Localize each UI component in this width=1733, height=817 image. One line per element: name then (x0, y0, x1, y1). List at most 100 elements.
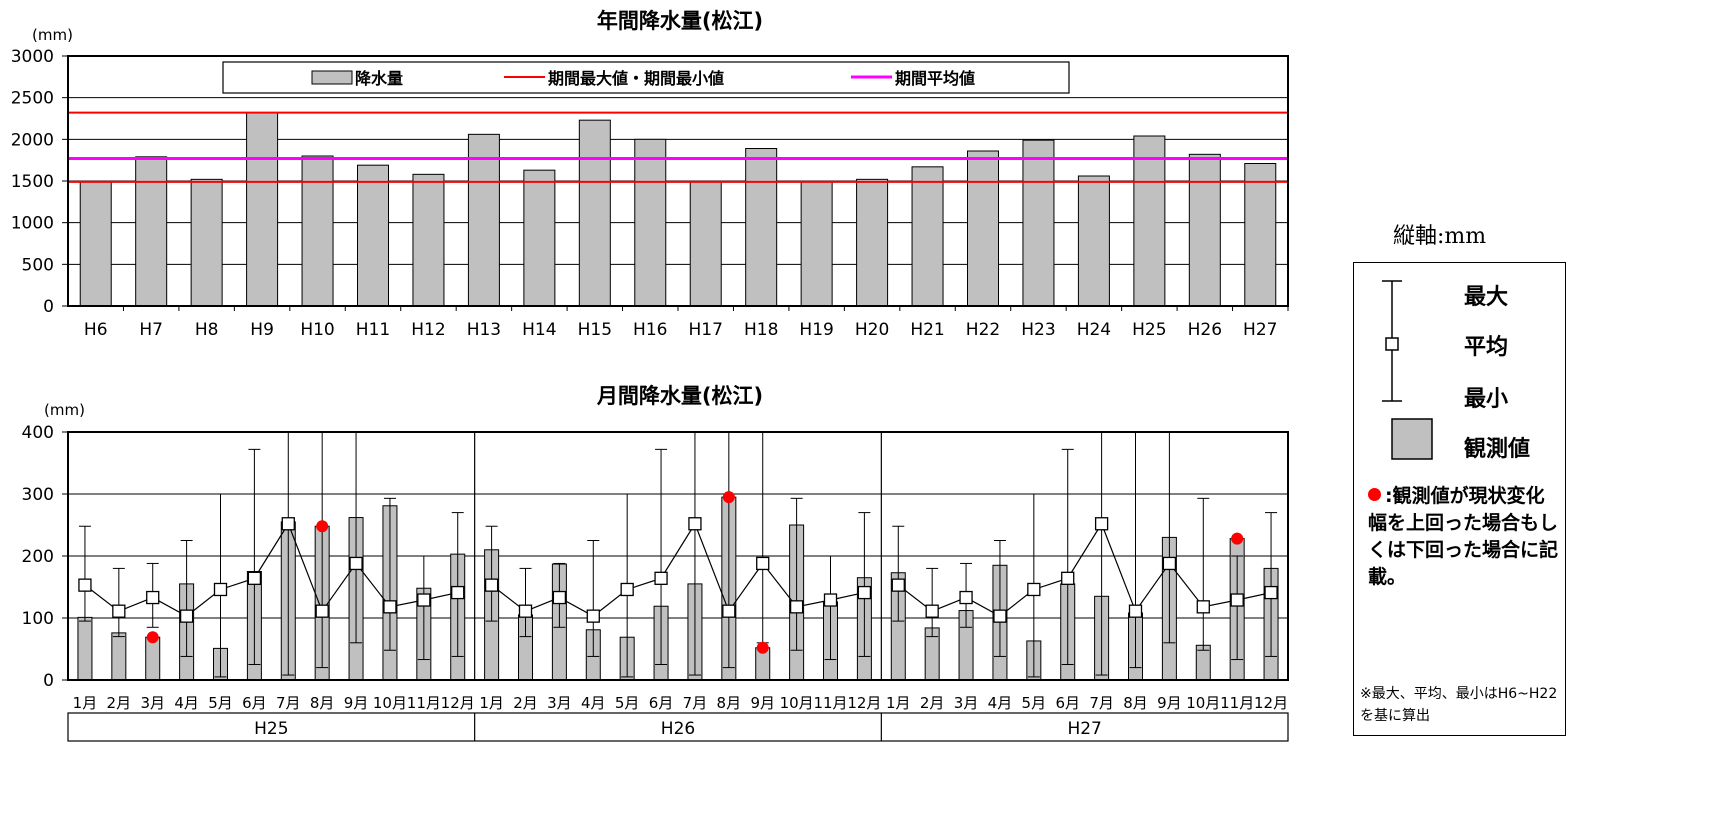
monthly-highlight-dot (1231, 532, 1244, 545)
annual-xtick-label: H9 (250, 320, 274, 340)
monthly-xtick-label: 8月 (717, 694, 742, 712)
monthly-group-label: H26 (661, 719, 695, 739)
monthly-mean-marker (1027, 582, 1041, 597)
monthly-unit-label: (mm) (44, 401, 85, 419)
monthly-highlight-dot (316, 520, 329, 533)
legend-observed-swatch (1391, 418, 1433, 460)
monthly-group-box (67, 712, 1289, 742)
annual-xtick-label: H27 (1243, 320, 1277, 340)
monthly-mean-marker (857, 585, 872, 600)
annual-bar (1133, 135, 1166, 307)
monthly-bar (145, 636, 161, 681)
monthly-mean-marker (891, 578, 905, 592)
monthly-mean-marker (688, 517, 702, 531)
annual-legend: 降水量 期間最大値・期間最小値 期間平均値 (222, 61, 1070, 94)
monthly-xtick-label: 1月 (479, 694, 504, 712)
annual-unit-label: (mm) (32, 26, 73, 44)
annual-xtick-label: H22 (966, 320, 1000, 340)
annual-bar (79, 181, 112, 307)
annual-bar (1022, 139, 1055, 307)
monthly-xtick-label: 10月 (373, 694, 407, 712)
legend-dot-note: :観測値が現状変化幅を上回った場合もしくは下回った場合に記載。 (1368, 483, 1558, 591)
monthly-xtick-label: 7月 (683, 694, 708, 712)
monthly-xtick-label: 11月 (813, 694, 847, 712)
annual-xtick-label: H23 (1021, 320, 1055, 340)
annual-plot-frame (67, 55, 1289, 307)
monthly-mean-marker (417, 593, 431, 607)
legend-bar-swatch (311, 70, 353, 85)
annual-xtick-label: H24 (1077, 320, 1111, 340)
monthly-xtick-label: 2月 (513, 694, 538, 712)
monthly-xtick-label: 3月 (547, 694, 572, 712)
annual-xtick-label: H7 (139, 320, 163, 340)
monthly-mean-marker (247, 571, 262, 585)
legend-max-label: 最大 (1464, 285, 1509, 310)
monthly-xtick-label: 9月 (1157, 694, 1182, 712)
legend-axis-unit: 縦軸:mm (1393, 224, 1487, 249)
monthly-mean-marker (518, 604, 533, 618)
monthly-mean-marker (552, 590, 567, 605)
annual-bar (745, 148, 778, 307)
monthly-xtick-label: 12月 (441, 694, 475, 712)
legend-panel: 最大 平均 最小 観測値 :観測値が現状変化幅を上回った場合もしくは下回った場合… (1353, 262, 1566, 736)
monthly-mean-marker (179, 609, 194, 623)
monthly-mean-marker (722, 604, 736, 618)
red-dot-icon (1368, 488, 1381, 501)
monthly-xtick-label: 5月 (208, 694, 233, 712)
monthly-mean-marker (789, 600, 804, 614)
monthly-mean-line (84, 522, 458, 617)
legend-dot-note-text: :観測値が現状変化幅を上回った場合もしくは下回った場合に記載。 (1368, 485, 1559, 588)
annual-bar (412, 173, 445, 307)
annual-xtick-label: H6 (84, 320, 108, 340)
annual-bar (1188, 153, 1221, 307)
annual-ytick-label: 2500 (11, 89, 54, 109)
annual-bar (190, 178, 223, 307)
monthly-xtick-label: 8月 (1123, 694, 1148, 712)
monthly-mean-marker (315, 604, 329, 618)
monthly-mean-marker (1128, 604, 1143, 618)
monthly-mean-marker (112, 604, 126, 618)
annual-bar (967, 150, 999, 307)
monthly-xtick-label: 2月 (920, 694, 945, 712)
annual-xtick-label: H18 (744, 320, 778, 340)
monthly-highlight-dot (722, 491, 735, 504)
monthly-ytick-label: 300 (22, 485, 54, 505)
monthly-mean-marker (1162, 556, 1177, 571)
monthly-mean-marker (620, 582, 634, 597)
legend-errorbar-icon (1382, 280, 1402, 402)
annual-chart: 年間降水量(松江) (mm) 050010001500200025003000 … (11, 9, 1289, 340)
monthly-ytick-label: 200 (22, 547, 54, 567)
annual-ytick-label: 1000 (11, 214, 54, 234)
monthly-mean-marker (383, 600, 397, 614)
monthly-xtick-label: 1月 (886, 694, 911, 712)
monthly-group-label: H27 (1067, 719, 1101, 739)
legend-mean-label: 期間平均値 (895, 69, 975, 88)
annual-ytick-label: 3000 (11, 47, 54, 67)
monthly-highlight-dot (756, 641, 769, 654)
annual-bar (523, 169, 556, 307)
monthly-mean-marker (925, 604, 939, 618)
monthly-mean-marker (1264, 585, 1278, 600)
monthly-mean-marker (756, 556, 770, 571)
monthly-xtick-label: 6月 (649, 694, 674, 712)
legend-min-label: 最小 (1464, 387, 1509, 412)
monthly-mean-marker (1061, 571, 1075, 585)
legend-symbols (1382, 280, 1433, 460)
legend-observed-label: 観測値 (1464, 437, 1531, 462)
annual-bar (634, 138, 667, 307)
annual-bar (856, 178, 889, 307)
annual-ytick-label: 500 (22, 255, 54, 275)
annual-bar (800, 180, 833, 307)
annual-bar (1244, 163, 1277, 307)
monthly-mean-line (897, 522, 1272, 617)
legend-bar-label: 降水量 (355, 69, 403, 88)
annual-xtick-label: H10 (300, 320, 334, 340)
monthly-mean-marker (1094, 517, 1109, 531)
annual-xtick-label: H8 (195, 320, 219, 340)
annual-chart-title: 年間降水量(松江) (597, 9, 763, 33)
annual-ytick-label: 1500 (11, 172, 54, 192)
annual-bar (301, 155, 334, 307)
annual-bar (1077, 175, 1110, 307)
monthly-xtick-label: 4月 (581, 694, 606, 712)
monthly-xtick-label: 4月 (988, 694, 1013, 712)
